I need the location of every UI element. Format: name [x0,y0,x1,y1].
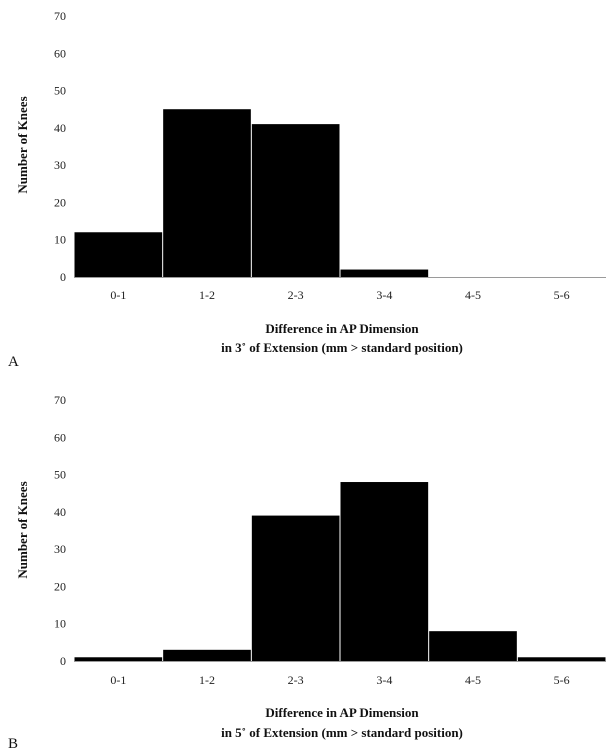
y-tick-label: 70 [54,9,66,23]
x-axis-label-line2: in 5˚ of Extension (mm > standard positi… [221,725,463,740]
bar-3-4 [340,482,429,661]
y-tick-label: 50 [54,468,66,482]
y-tick-label: 20 [54,579,66,593]
bar-1-2 [163,109,251,277]
bar-2-3 [251,515,340,661]
y-tick-label: 0 [60,270,66,284]
bar-2-3 [251,124,340,277]
bar-0-1 [74,657,163,661]
panel-label: A [8,354,19,370]
x-tick-label: 2-3 [288,673,304,687]
panel-label: B [8,736,18,752]
y-tick-label: 10 [54,617,66,631]
x-tick-label: 5-6 [554,673,570,687]
x-tick-label: 1-2 [199,673,215,687]
y-tick-label: 20 [54,195,66,209]
x-tick-label: 4-5 [465,673,481,687]
bar-3-4 [340,269,429,277]
y-tick-label: 30 [54,158,66,172]
y-axis-label: Number of Knees [15,481,30,578]
x-tick-label: 0-1 [110,673,126,687]
x-axis-label-line2: in 3˚ of Extension (mm > standard positi… [221,340,463,355]
y-tick-label: 60 [54,430,66,444]
x-tick-label: 5-6 [554,288,570,302]
bar-4-5 [429,631,517,661]
x-tick-label: 1-2 [199,288,215,302]
x-tick-label: 0-1 [110,288,126,302]
bar-5-6 [517,657,606,661]
y-axis-label: Number of Knees [15,96,30,193]
y-tick-label: 70 [54,393,66,407]
bar-0-1 [74,232,163,277]
x-tick-label: 4-5 [465,288,481,302]
y-tick-label: 10 [54,233,66,247]
y-tick-label: 30 [54,542,66,556]
y-tick-label: 40 [54,121,66,135]
x-tick-label: 2-3 [288,288,304,302]
y-tick-label: 60 [54,46,66,60]
y-tick-label: 0 [60,654,66,668]
y-tick-label: 50 [54,84,66,98]
x-tick-label: 3-4 [376,673,392,687]
x-tick-label: 3-4 [376,288,392,302]
bar-1-2 [163,649,251,661]
x-axis-label-line1: Difference in AP Dimension [265,321,419,336]
x-axis-label-line1: Difference in AP Dimension [265,705,419,720]
y-tick-label: 40 [54,505,66,519]
